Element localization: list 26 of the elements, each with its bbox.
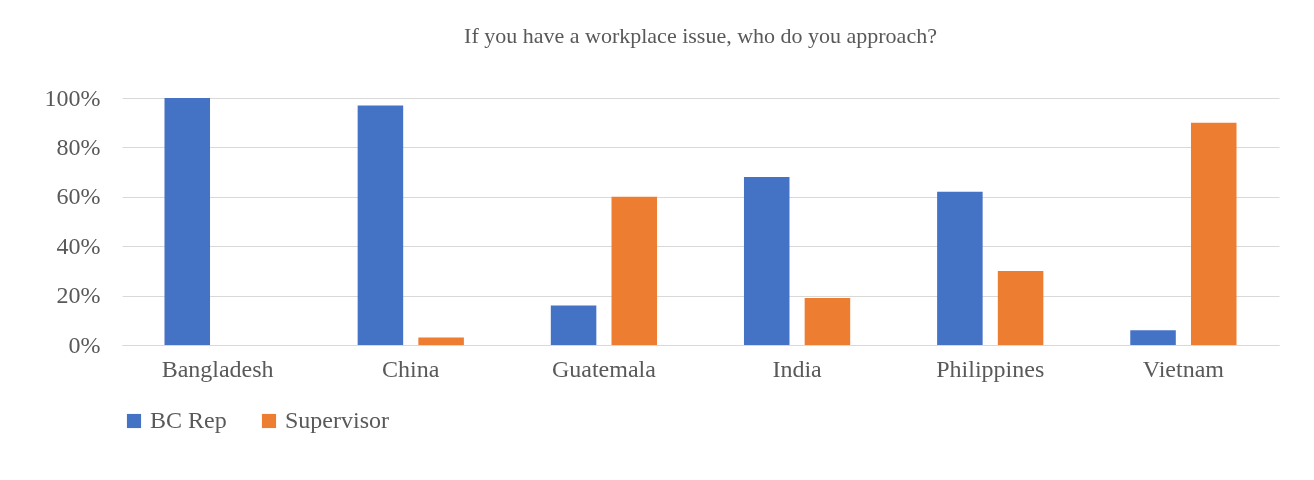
x-tick-label: Bangladesh (161, 355, 274, 382)
y-tick-label: 60% (56, 183, 101, 210)
bar (611, 196, 658, 345)
bar (164, 98, 211, 345)
legend-label: Supervisor (285, 407, 389, 433)
x-tick-label: India (772, 355, 823, 382)
bar (804, 298, 851, 345)
bar (1190, 122, 1237, 345)
y-tick-label: 40% (56, 232, 101, 259)
bar (937, 191, 983, 345)
y-tick-label: 100% (44, 84, 101, 111)
legend-label: BC Rep (150, 407, 227, 433)
x-tick-label: Philippines (936, 355, 1045, 382)
bar (418, 337, 464, 345)
x-tick-label: Guatemala (551, 355, 657, 382)
y-tick-label: 80% (56, 133, 101, 160)
bar (743, 177, 790, 345)
x-tick-label: Vietnam (1142, 355, 1225, 382)
bar (550, 305, 597, 345)
bar (1130, 330, 1176, 345)
chart-title: If you have a workplace issue, who do you approach? (464, 23, 937, 48)
bar (997, 270, 1044, 345)
y-tick-label: 20% (56, 282, 101, 309)
x-tick-label: China (382, 355, 440, 382)
y-tick-label: 0% (68, 331, 101, 358)
bar (357, 105, 404, 345)
